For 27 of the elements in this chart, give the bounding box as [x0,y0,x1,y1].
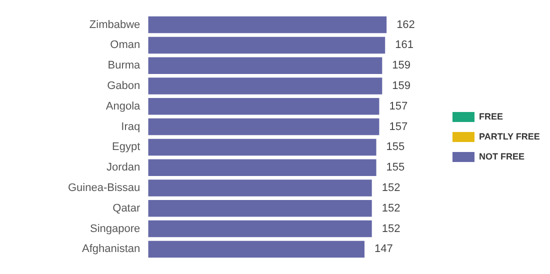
y-tick-label: Zimbabwe [89,18,140,31]
data-label: 157 [389,120,408,133]
legend-label: FREE [478,111,504,122]
data-label: 152 [382,202,400,214]
y-tick-label: Oman [110,39,140,52]
y-tick-label: Gabon [107,80,140,92]
data-label: 155 [386,162,405,174]
data-label: 161 [395,39,414,52]
data-label: 155 [386,141,405,154]
y-tick-label: Singapore [90,222,140,235]
data-label: 147 [374,243,393,256]
data-label: 157 [389,100,408,112]
y-tick-label: Afghanistan [82,243,140,256]
legend-label: NOT FREE [478,151,525,162]
y-tick-label: Guinea-Bissau [68,182,140,194]
y-tick-label: Angola [106,100,142,112]
data-label: 162 [396,18,415,31]
y-tick-label: Egypt [112,141,140,154]
data-label: 159 [392,80,411,92]
y-tick-label: Jordan [106,162,140,174]
legend-label: PARTLY FREE [478,131,540,142]
y-tick-label: Qatar [112,202,140,214]
data-label: 152 [382,222,400,235]
data-label: 159 [392,60,411,72]
data-label: 152 [382,182,400,194]
y-tick-label: Burma [108,60,142,72]
y-tick-label: Iraq [121,120,140,133]
